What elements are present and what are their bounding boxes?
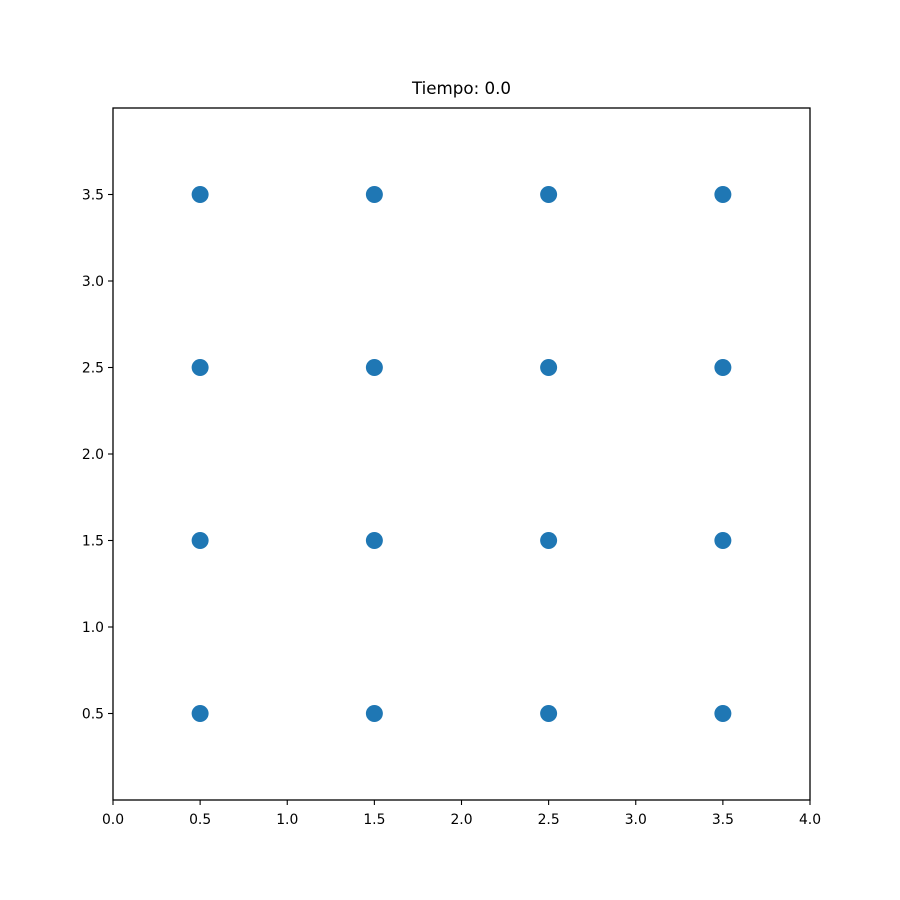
x-axis: 0.0 0.5 1.0 1.5 2.0 2.5 3.0 3.5 4.0 [102,800,821,828]
x-tick-label: 2.5 [538,812,560,828]
y-tick-label: 3.0 [82,274,104,290]
y-tick-label: 0.5 [82,707,104,723]
scatter-points [191,186,732,722]
y-tick-label: 1.5 [82,534,104,550]
x-tick-label: 0.0 [102,812,124,828]
data-point [714,186,732,203]
x-tick-label: 2.0 [450,812,472,828]
data-point [540,359,558,376]
x-tick-label: 3.5 [712,812,734,828]
data-point [540,186,558,203]
data-point [540,705,558,722]
x-tick-label: 1.5 [363,812,385,828]
y-tick-label: 3.5 [82,188,104,204]
y-axis: 0.5 1.0 1.5 2.0 2.5 3.0 3.5 [82,188,113,723]
y-tick-label: 2.5 [82,361,104,377]
x-tick-label: 4.0 [799,812,821,828]
data-point [365,186,383,203]
x-tick-label: 1.0 [276,812,298,828]
data-point [714,359,732,376]
data-point [191,532,209,549]
data-point [191,186,209,203]
data-point [365,532,383,549]
data-point [714,532,732,549]
chart-title: Tiempo: 0.0 [411,78,511,98]
data-point [714,705,732,722]
x-tick-label: 3.0 [625,812,647,828]
data-point [191,705,209,722]
data-point [365,359,383,376]
x-tick-label: 0.5 [189,812,211,828]
data-point [191,359,209,376]
data-point [365,705,383,722]
y-tick-label: 1.0 [82,620,104,636]
data-point [540,532,558,549]
y-tick-label: 2.0 [82,447,104,463]
plot-area-frame [112,107,811,801]
